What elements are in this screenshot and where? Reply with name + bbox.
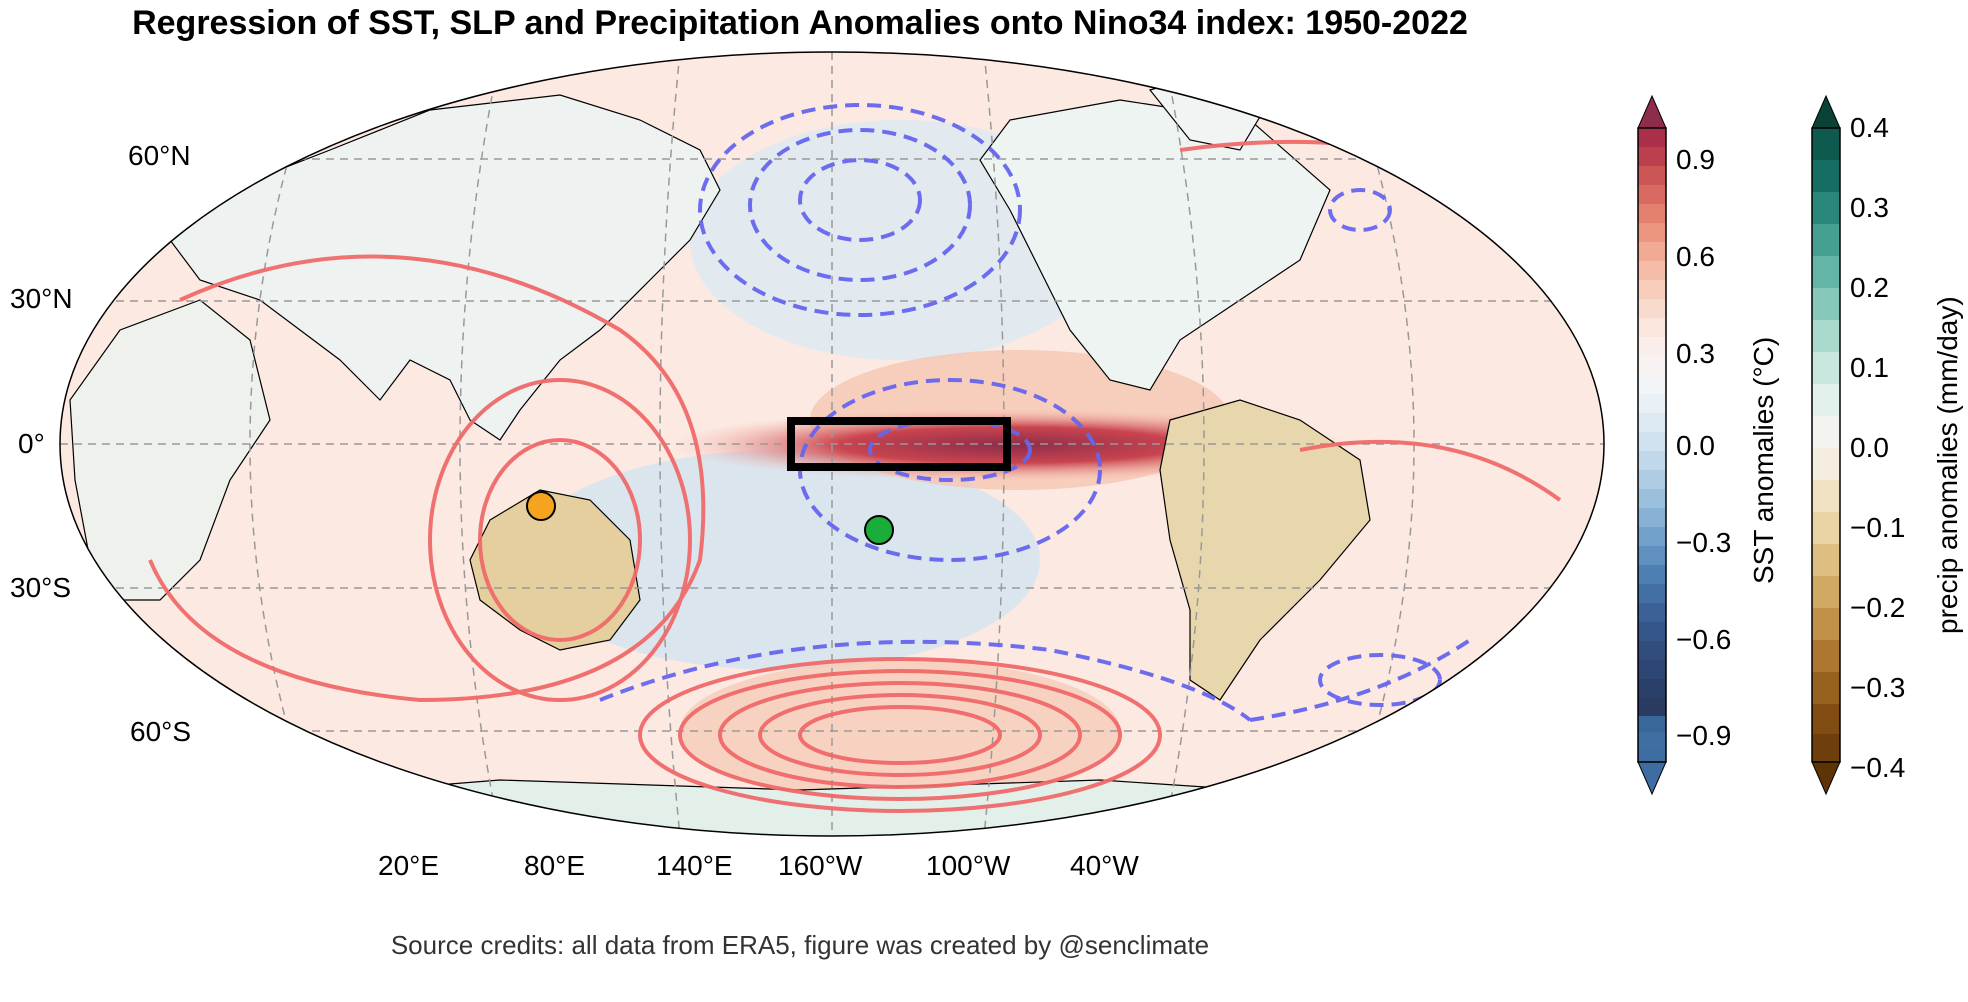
precip-tick: 0.0 xyxy=(1850,432,1889,463)
sst-tick: 0.9 xyxy=(1676,144,1715,175)
lon-label-100w: 100°W xyxy=(926,850,1011,881)
south-america xyxy=(1159,399,1371,701)
precip-colorbar xyxy=(1811,94,1841,796)
precip-tick: 0.4 xyxy=(1850,112,1889,143)
sst-colorbar-top-arrow xyxy=(1637,94,1667,129)
source-credit: Source credits: all data from ERA5, figu… xyxy=(390,930,1210,960)
precip-tick: 0.2 xyxy=(1850,272,1889,303)
sst-tick: −0.3 xyxy=(1676,527,1732,558)
precip-tick: −0.3 xyxy=(1850,672,1906,703)
australia xyxy=(469,489,641,651)
precip-colorbar-top-arrow xyxy=(1811,94,1841,129)
sst-tick: 0.3 xyxy=(1676,338,1715,369)
sst-tick: −0.9 xyxy=(1676,720,1732,751)
negative-slp-contours xyxy=(599,103,1472,722)
green-marker xyxy=(864,515,894,545)
eurasia xyxy=(169,94,721,441)
lon-label-40w: 40°W xyxy=(1070,850,1139,881)
lat-label-60s: 60°S xyxy=(130,716,192,747)
lon-label-80e: 80°E xyxy=(524,850,586,881)
orange-marker xyxy=(526,491,556,521)
sst-colorbar-label: SST anomalies (°C) xyxy=(1748,336,1779,584)
lat-label-eq: 0° xyxy=(18,428,45,459)
lat-label-30s: 30°S xyxy=(10,572,72,603)
precip-colorbar-bottom-arrow xyxy=(1811,761,1841,796)
lat-label-60n: 60°N xyxy=(128,140,191,171)
sst-tick: 0.6 xyxy=(1676,241,1715,272)
nino34-box xyxy=(787,417,1011,471)
sst-colorbar-bottom-arrow xyxy=(1637,761,1667,796)
sst-tick: −0.6 xyxy=(1676,624,1732,655)
south-pacific-cool xyxy=(520,450,1040,670)
figure-title: Regression of SST, SLP and Precipitation… xyxy=(132,4,1468,42)
lon-label-140e: 140°E xyxy=(656,850,733,881)
precip-colorbar-label: precip anomalies (mm/day) xyxy=(1932,296,1963,634)
precip-tick: −0.1 xyxy=(1850,512,1906,543)
africa xyxy=(69,299,271,601)
sst-colorbar xyxy=(1637,94,1667,796)
globe-outline xyxy=(59,51,1605,837)
north-america xyxy=(979,99,1331,391)
precip-tick: −0.2 xyxy=(1850,592,1906,623)
precip-tick: 0.1 xyxy=(1850,352,1889,383)
lon-label-160w: 160°W xyxy=(778,850,863,881)
precip-tick: 0.3 xyxy=(1850,192,1889,223)
lon-label-20e: 20°E xyxy=(378,850,440,881)
lat-label-30n: 30°N xyxy=(10,283,73,314)
sst-tick: 0.0 xyxy=(1676,430,1715,461)
precip-tick: −0.4 xyxy=(1850,752,1906,783)
